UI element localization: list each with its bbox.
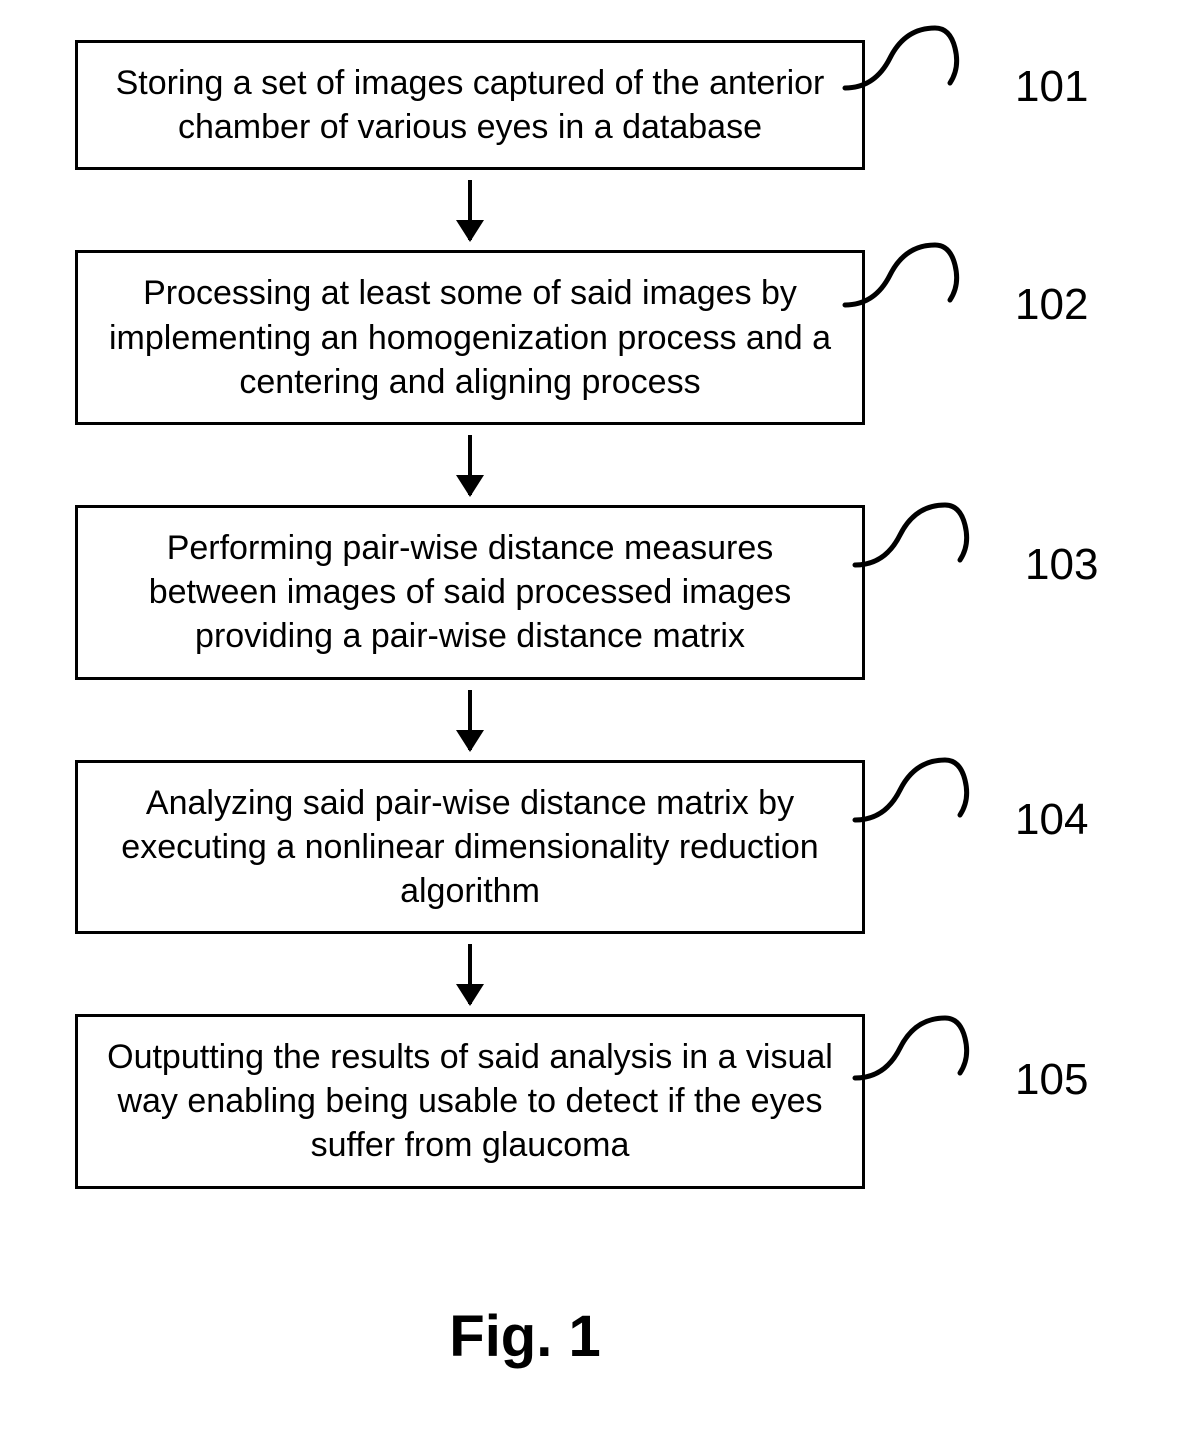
label-102: 102 xyxy=(1015,280,1088,330)
arrow-103-104 xyxy=(75,680,865,760)
flowchart-step-104: Analyzing said pair-wise distance matrix… xyxy=(75,760,865,935)
arrow-102-103 xyxy=(75,425,865,505)
label-104: 104 xyxy=(1015,795,1088,845)
flowchart-step-102: Processing at least some of said images … xyxy=(75,250,865,425)
tick-103 xyxy=(845,495,985,575)
flowchart-step-105: Outputting the results of said analysis … xyxy=(75,1014,865,1189)
step-text: Processing at least some of said images … xyxy=(109,274,831,400)
flowchart-step-101: Storing a set of images captured of the … xyxy=(75,40,865,170)
label-101: 101 xyxy=(1015,62,1088,112)
step-text: Performing pair-wise distance measures b… xyxy=(149,529,792,655)
flowchart-container: Storing a set of images captured of the … xyxy=(75,40,945,1189)
step-text: Analyzing said pair-wise distance matrix… xyxy=(121,784,818,910)
tick-104 xyxy=(845,750,985,830)
step-text: Outputting the results of said analysis … xyxy=(107,1038,833,1164)
step-text: Storing a set of images captured of the … xyxy=(116,64,825,146)
tick-102 xyxy=(835,235,975,315)
tick-101 xyxy=(835,18,975,98)
arrow-104-105 xyxy=(75,934,865,1014)
label-105: 105 xyxy=(1015,1055,1088,1105)
tick-105 xyxy=(845,1008,985,1088)
flowchart-step-103: Performing pair-wise distance measures b… xyxy=(75,505,865,680)
figure-caption: Fig. 1 xyxy=(0,1303,1050,1370)
label-103: 103 xyxy=(1025,540,1098,590)
arrow-101-102 xyxy=(75,170,865,250)
